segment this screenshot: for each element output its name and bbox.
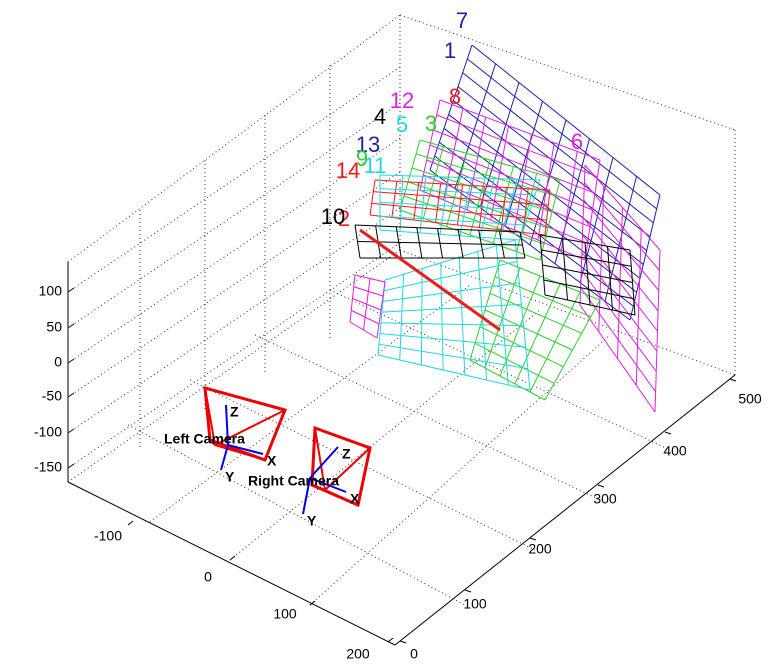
x-tick — [128, 521, 133, 525]
plane-grid — [350, 322, 377, 338]
plane-grid — [400, 140, 420, 210]
plane-label: 3 — [425, 111, 437, 136]
plane-grid — [581, 288, 656, 392]
y-tick — [598, 485, 604, 487]
plane-grid — [582, 253, 657, 352]
plane-grid — [392, 181, 397, 217]
plane-label: 12 — [390, 88, 414, 113]
plane-grid — [382, 304, 521, 312]
z-tick-label: 50 — [46, 319, 62, 335]
camera-axis-label: Z — [342, 446, 351, 462]
y-tick — [530, 538, 536, 540]
chart: 100500-50-100-150-1000100200010020030040… — [0, 0, 772, 666]
x-tick — [388, 638, 393, 642]
y-tick-label: 100 — [463, 596, 487, 612]
plane-grid — [495, 277, 591, 317]
y-tick — [665, 432, 671, 434]
plane-grid — [580, 305, 655, 412]
camera-label: Left Camera — [164, 431, 245, 447]
camera-axis-label: Z — [230, 404, 239, 420]
plane-grid — [435, 156, 634, 306]
plane-label: 14 — [336, 158, 360, 183]
plane-label: 7 — [456, 8, 468, 33]
z-tick — [68, 359, 74, 363]
y-tick-label: 300 — [593, 491, 617, 507]
z-tick-label: 0 — [54, 354, 62, 370]
z-tick — [68, 393, 74, 397]
camera-axis-label: Y — [225, 469, 235, 485]
z-tick-label: -150 — [34, 459, 62, 475]
x-tick-label: -100 — [94, 528, 122, 544]
plane-grid — [436, 184, 441, 223]
plane-grid — [581, 270, 656, 372]
z-tick-label: -50 — [42, 388, 62, 404]
z-tick — [68, 464, 74, 468]
plane-grid — [583, 235, 658, 331]
y-tick-label: 200 — [528, 541, 552, 557]
plane-grid — [370, 180, 375, 215]
plane-grid — [439, 142, 636, 292]
camera-axis-label: Y — [307, 513, 317, 529]
z-tick — [68, 324, 74, 328]
camera-axis-label: X — [350, 491, 360, 507]
x-tick-label: 0 — [204, 569, 212, 585]
y-tick — [400, 641, 406, 643]
y-tick — [730, 379, 736, 381]
y-tick-label: 400 — [663, 443, 687, 459]
z-tick-label: -100 — [34, 424, 62, 440]
x-tick-label: 100 — [273, 606, 297, 622]
camera-axis-label: X — [267, 453, 277, 469]
x-tick-label: 200 — [346, 646, 370, 662]
plane-label: 4 — [374, 104, 386, 129]
plane-label: 10 — [321, 204, 345, 229]
plane-label: 6 — [571, 129, 583, 154]
y-tick-label: 0 — [410, 646, 418, 662]
x-tick — [230, 556, 235, 560]
y-tick-label: 500 — [738, 391, 762, 407]
plane-label: 11 — [364, 153, 387, 178]
camera-label: Right Camera — [248, 473, 339, 489]
plane-grid — [584, 183, 659, 271]
plane-label: 5 — [396, 112, 408, 137]
plane-grid — [421, 269, 422, 365]
plane-grid — [351, 310, 379, 324]
plane-label: 1 — [444, 38, 456, 63]
z-tick — [68, 288, 74, 292]
z-tick-label: 100 — [39, 283, 63, 299]
plane-grid — [585, 165, 660, 250]
z-tick — [68, 429, 74, 433]
plane-grid — [380, 216, 525, 225]
plane-grid — [353, 299, 382, 311]
grid-line — [68, 103, 400, 328]
y-tick — [465, 590, 471, 592]
plane-label: 8 — [449, 84, 461, 109]
